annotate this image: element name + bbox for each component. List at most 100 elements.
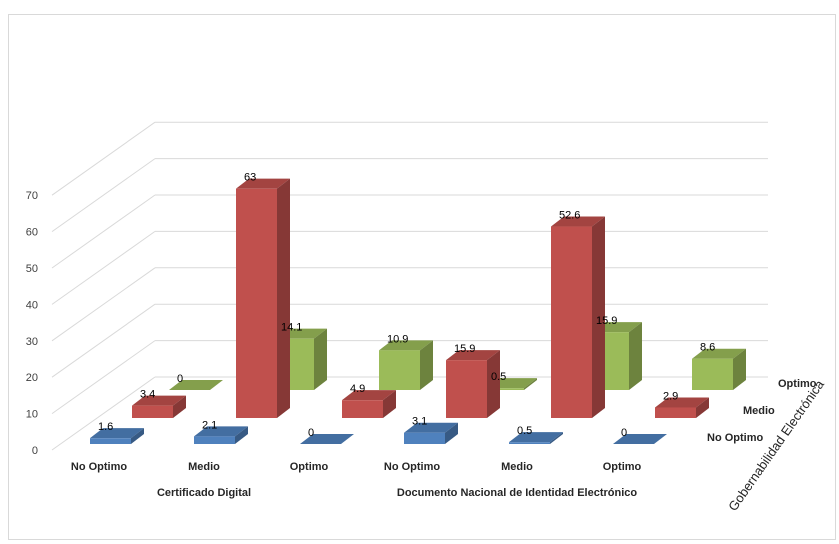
bar-no-optimo-3 [404,422,458,444]
bar-top [379,340,433,351]
bar-medio-0 [132,395,186,418]
data-label: 15.9 [454,343,475,355]
bar-top [613,434,667,444]
gridline-side [51,340,156,415]
bar-top [169,380,223,390]
bar-medio-4 [551,216,605,418]
y-tick-label: 10 [26,409,38,421]
depth-label: No Optimo [707,432,763,444]
chart-frame [8,14,836,540]
bar-top [300,434,354,444]
bar-optimo-2 [379,340,433,390]
gridline-side [51,194,156,269]
bar-top [655,397,709,408]
data-label: 1.6 [98,421,113,433]
gridline-side [51,121,156,196]
data-label: 0 [308,427,314,439]
category-label: No Optimo [71,461,127,473]
bar-top [446,350,500,361]
group-label: Certificado Digital [157,487,251,499]
data-label: 2.9 [663,390,678,402]
bar-optimo-5 [692,348,746,390]
bar-side [524,378,537,390]
bar-front [404,432,445,444]
y-axis-ticks: 0 10 20 30 40 50 60 70 [26,190,38,457]
data-label: 3.4 [140,389,155,401]
bar-front [692,358,733,390]
bar-top [90,428,144,439]
data-label: 8.6 [700,342,715,354]
bar-top [194,426,248,437]
data-label: 14.1 [281,322,302,334]
bar-side [696,397,709,418]
bar-side [550,432,563,444]
bar-top [342,390,396,401]
bar-side [592,216,605,418]
gridline-side [51,376,156,451]
bar-top [236,178,290,189]
y-tick-label: 0 [32,445,38,457]
bar-front [483,388,524,390]
bar-no-optimo-2 [300,434,354,444]
bar-no-optimo-1 [194,426,248,444]
data-label: 10.9 [387,333,408,345]
bar-side [420,340,433,390]
data-label: 0.5 [491,371,506,383]
bar-side [383,390,396,418]
bar-top [404,422,458,433]
depth-label: Optimo [778,378,817,390]
bar-front [379,350,420,390]
bar-medio-3 [446,350,500,418]
category-labels-layer: No Optimo Medio Optimo No Optimo Medio Optimo… [71,461,642,499]
bar-medio-5 [655,397,709,418]
bar-no-optimo-5 [613,434,667,444]
group-label: Documento Nacional de Identidad Electrón… [397,487,637,499]
bar-no-optimo-4 [509,432,563,444]
bar-optimo-0 [169,380,223,390]
depth-axis-title: Gobernabilidad Electrónica [725,377,827,514]
gridline-side [51,303,156,378]
bar-front [551,226,592,418]
y-tick-label: 70 [26,190,38,202]
category-label: Medio [501,461,533,473]
bar-top [509,432,563,443]
data-labels-layer: 0 14.1 10.9 0.5 15.9 8.6 3.4 63 4.9 15.9 52.6 2.9 1.… [98,172,715,439]
y-tick-label: 20 [26,372,38,384]
category-label: Optimo [603,461,642,473]
bar-front [509,442,550,444]
depth-labels-layer: No Optimo Medio Optimo [707,378,817,444]
category-label: Optimo [290,461,329,473]
y-tick-label: 30 [26,336,38,348]
data-label: 0 [177,373,183,385]
data-label: 4.9 [350,383,365,395]
data-label: 15.9 [596,315,617,327]
category-label: No Optimo [384,461,440,473]
bar-top [551,216,605,227]
gridline-side [51,230,156,305]
data-label: 52.6 [559,210,580,222]
bar-side [733,348,746,390]
bar-front [446,360,487,418]
bar-medio-1 [236,178,290,418]
bar-front [236,188,277,418]
bar-side [629,322,642,390]
data-label: 2.1 [202,419,217,431]
bar-front [194,436,235,444]
bar-side [173,395,186,418]
bar-side [235,426,248,444]
bar-front [342,400,383,418]
category-label: Medio [188,461,220,473]
data-label: 63 [244,172,256,184]
bar-top [132,395,186,406]
bar-side [487,350,500,418]
gridline-side [51,158,156,233]
y-tick-label: 50 [26,263,38,275]
bar-front [132,405,173,418]
bar-medio-2 [342,390,396,418]
bar-side [277,178,290,418]
data-label: 0 [621,427,627,439]
bar-no-optimo-0 [90,428,144,444]
bar-side [131,428,144,444]
bars-layer [90,178,746,444]
